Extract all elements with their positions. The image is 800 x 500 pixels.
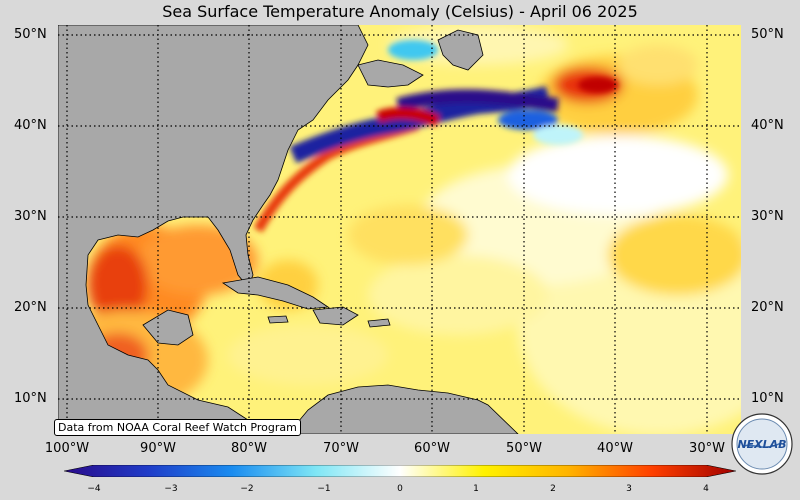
colorbar-tick-neg3: −3 [164,484,178,494]
colorbar-tick-2: 2 [550,484,556,494]
nexlab-logo: NEXLAB [731,413,793,475]
lat-label-50n-left: 50°N [14,27,47,42]
lon-label-30w: 30°W [689,441,725,456]
colorbar-tick-neg2: −2 [240,484,254,494]
lat-label-20n-right: 20°N [751,300,784,315]
colorbar-tick-neg4: −4 [87,484,101,494]
lon-label-40w: 40°W [597,441,633,456]
logo-text: NEXLAB [737,438,786,451]
lon-label-50w: 50°W [506,441,542,456]
lat-label-30n-right: 30°N [751,209,784,224]
lat-label-50n-right: 50°N [751,27,784,42]
colorbar-tick-0: 0 [397,484,403,494]
lat-label-30n-left: 30°N [14,209,47,224]
lon-label-60w: 60°W [414,441,450,456]
colorbar-tick-neg1: −1 [317,484,331,494]
gulf-stream-anomaly [253,40,618,233]
colorbar-tick-3: 3 [626,484,632,494]
lat-label-10n-right: 10°N [751,391,784,406]
lon-label-80w: 80°W [231,441,267,456]
lon-label-90w: 90°W [140,441,176,456]
land-masses [58,25,519,434]
colorbar-tick-4: 4 [703,484,709,494]
lat-label-20n-left: 20°N [14,300,47,315]
lat-label-10n-left: 10°N [14,391,47,406]
lon-label-70w: 70°W [323,441,359,456]
data-credit: Data from NOAA Coral Reef Watch Program [54,419,301,436]
colorbar-tick-1: 1 [473,484,479,494]
graticule [58,25,741,434]
sst-anomaly-map [58,25,741,434]
lat-label-40n-right: 40°N [751,118,784,133]
colorbar [63,462,737,478]
lat-label-40n-left: 40°N [14,118,47,133]
map-title: Sea Surface Temperature Anomaly (Celsius… [162,2,638,21]
lon-label-100w: 100°W [44,441,90,456]
